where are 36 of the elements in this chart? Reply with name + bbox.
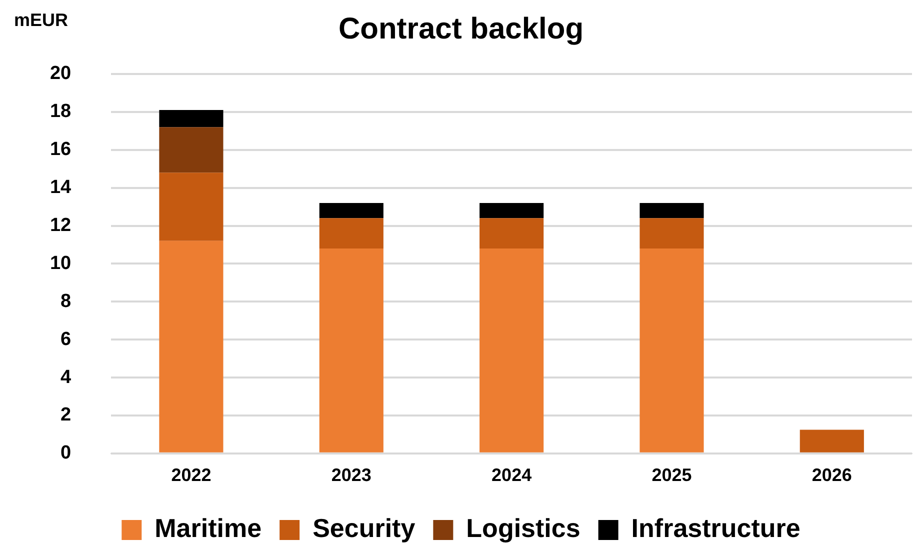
y-tick-label: 20	[50, 63, 72, 84]
y-tick-label: 12	[50, 214, 72, 236]
bar	[640, 248, 704, 452]
bar	[640, 202, 704, 218]
legend-label: Maritime	[154, 513, 262, 544]
bar	[159, 240, 224, 452]
bar	[159, 172, 224, 241]
bar	[480, 248, 544, 452]
y-tick-label: 18	[50, 101, 72, 122]
y-tick-label: 14	[50, 177, 72, 198]
bar	[480, 202, 544, 218]
bar	[800, 430, 864, 452]
y-tick-label: 10	[50, 252, 72, 274]
legend-label: Security	[312, 513, 416, 544]
y-axis-title: mEUR	[14, 10, 68, 30]
y-tick-label: 4	[60, 366, 72, 388]
y-tick-label: 0	[60, 442, 72, 464]
y-tick-label: 2	[60, 404, 72, 426]
y-tick-label: 6	[60, 328, 72, 350]
legend-label: Infrastructure	[631, 513, 800, 544]
bar	[640, 218, 704, 249]
x-tick-label: 2023	[331, 465, 372, 486]
legend-label: Logistics	[466, 513, 580, 544]
bar	[319, 248, 384, 452]
bar	[319, 202, 384, 218]
bar	[159, 127, 224, 173]
chart-title: Contract backlog	[338, 12, 584, 46]
bar	[480, 218, 544, 249]
bar	[159, 110, 224, 128]
bar	[319, 218, 384, 249]
x-tick-label: 2025	[652, 465, 692, 486]
y-tick-label: 8	[60, 290, 72, 312]
x-tick-label: 2026	[812, 465, 852, 486]
x-tick-label: 2024	[492, 465, 532, 486]
x-tick-label: 2022	[171, 465, 212, 486]
y-tick-label: 16	[50, 139, 72, 160]
